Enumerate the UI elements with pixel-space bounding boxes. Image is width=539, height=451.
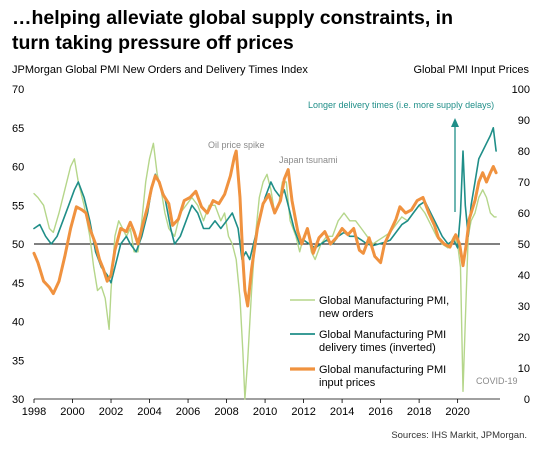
left-y-tick-label: 70 [12,84,24,96]
left-y-tick-label: 45 [12,278,24,290]
right-y-tick-label: 60 [518,208,530,220]
left-y-tick-label: 50 [12,239,24,251]
right-y-tick-label: 0 [524,394,530,406]
legend-label-line-1: Global manufacturing PMI [319,364,446,376]
left-y-tick-label: 55 [12,200,24,212]
right-y-tick-label: 40 [518,270,530,282]
delivery-times-line [33,127,497,284]
legend-label-line-2: input prices [319,377,376,389]
legend-label-line-2: new orders [319,308,374,320]
right-y-tick-label: 50 [518,239,530,251]
left-axis-title: JPMorgan Global PMI New Orders and Deliv… [12,64,308,76]
legend-label-line-1: Global Manufacturing PMI [319,329,446,341]
headline-line-1: …helping alleviate global supply constra… [12,7,453,29]
right-y-tick-label: 10 [518,363,530,375]
left-y-tick-label: 40 [12,317,24,329]
covid-19-label: COVID-19 [476,376,518,386]
chart-annotations: Oil price spike Japan tsunami Longer deliv… [208,100,518,386]
right-y-tick-label: 30 [518,301,530,313]
x-tick-label: 2018 [407,406,431,418]
source-note: Sources: IHS Markit, JPMorgan. [391,430,527,441]
right-axis-title: Global PMI Input Prices [413,64,529,76]
right-y-tick-label: 80 [518,146,530,158]
x-tick-label: 2006 [176,406,200,418]
left-y-tick-label: 35 [12,355,24,367]
left-y-tick-label: 65 [12,123,24,135]
x-tick-label: 2020 [445,406,469,418]
right-y-tick-label: 20 [518,332,530,344]
chart-legend: Global Manufacturing PMI,new orders Globa… [290,295,449,389]
legend-label-line-2: delivery times (inverted) [319,342,436,354]
right-y-tick-label: 90 [518,115,530,127]
x-tick-label: 2014 [330,406,354,418]
oil-price-spike-label: Oil price spike [208,140,265,150]
right-y-tick-label: 100 [512,84,530,96]
japan-tsunami-label: Japan tsunami [279,155,338,165]
x-tick-label: 2000 [60,406,84,418]
x-tick-label: 2004 [137,406,161,418]
longer-delivery-times-label: Longer delivery times (i.e. more supply … [308,100,494,110]
x-tick-label: 2002 [99,406,123,418]
input-prices-line [32,149,498,308]
chart-series [32,127,498,400]
supply-delay-arrow-head [451,118,459,127]
x-tick-label: 2016 [368,406,392,418]
x-tick-label: 2010 [253,406,277,418]
legend-label-line-1: Global Manufacturing PMI, [319,295,449,307]
right-y-tick-label: 70 [518,177,530,189]
x-tick-label: 2012 [291,406,315,418]
chart-headline: …helping alleviate global supply constra… [12,6,532,56]
x-tick-label: 1998 [22,406,46,418]
x-tick-label: 2008 [214,406,238,418]
chart-axes: 30 35 40 45 50 55 60 65 70 0 10 20 30 40 50 60 70 80 90 100… [12,84,530,418]
left-y-tick-label: 30 [12,394,24,406]
left-y-tick-label: 60 [12,162,24,174]
headline-line-2: turn taking pressure off prices [12,32,294,54]
